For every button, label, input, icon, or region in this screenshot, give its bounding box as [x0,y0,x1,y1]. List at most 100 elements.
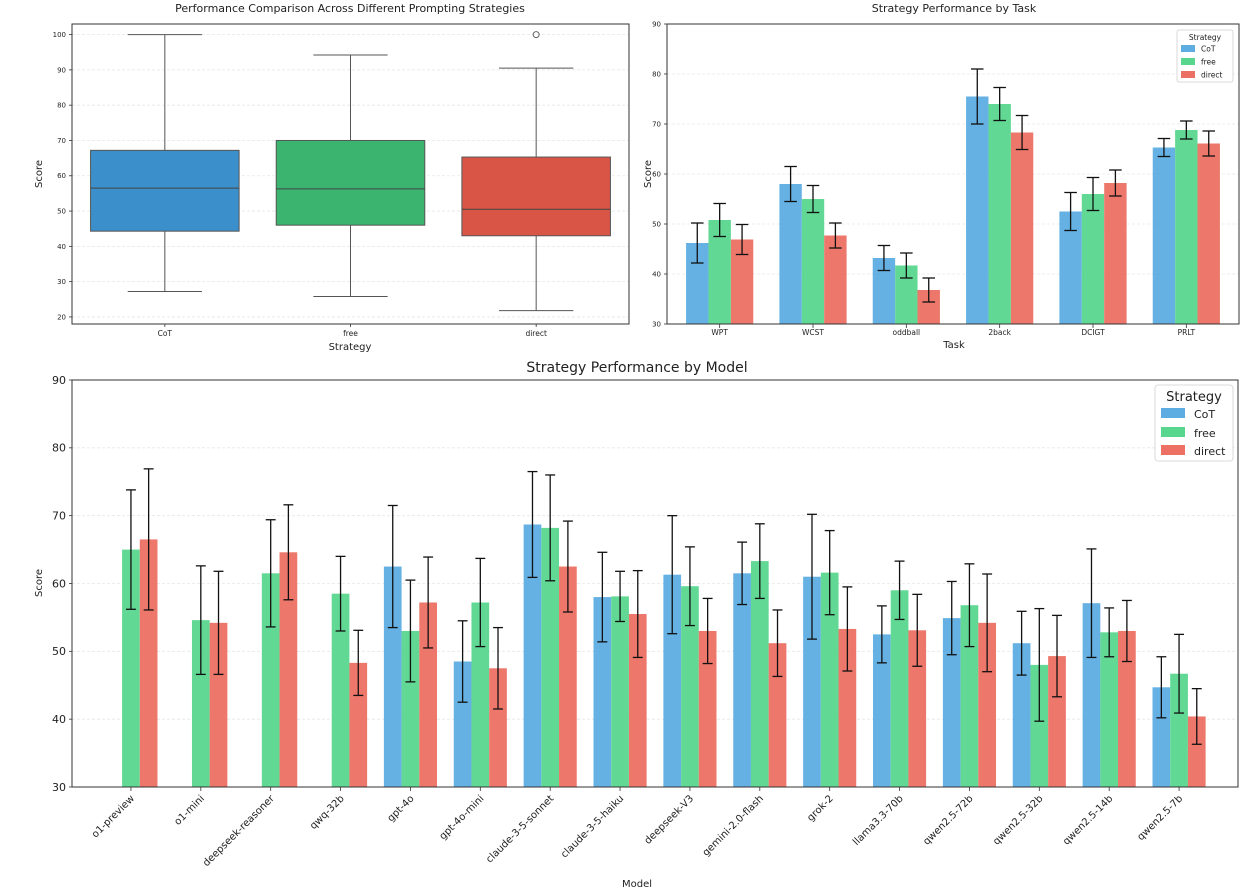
x-tick-label-gpt-4o: gpt-4o [386,793,417,824]
bar-prlt-direct [1197,143,1220,324]
box-direct-outlier [532,31,540,39]
task-legend-label-free: free [1201,58,1216,67]
model-legend-label-free: free [1194,427,1216,440]
bar-2back-cot [966,96,989,324]
x-tick-label-grok-2: grok-2 [805,793,835,823]
model-bar-panel: Strategy Performance by Model 30 40 50 60 70… [34,360,1239,890]
box-direct-iqr [461,156,611,237]
bar-o1-preview-direct [139,539,158,787]
box-plot-title: Performance Comparison Across Different … [175,2,525,15]
bar-qwen2-5-72b-free [960,605,979,787]
bar-wcst-direct [824,235,847,324]
y-tick-label: 70 [52,510,66,523]
y-tick-label: 90 [652,20,661,28]
bar-claude-3-5-haiku-free [611,596,629,787]
model-chart-frame [71,379,1239,788]
bar-o1-mini-direct [209,622,228,787]
bar-gemini-2-0-flash-direct [768,643,787,787]
bar-gpt-4o-free [401,630,420,787]
y-tick-label: 60 [652,170,661,178]
bar-deepseek-v3-direct [698,630,717,787]
task-legend-label-direct: direct [1201,71,1223,80]
x-tick-label-2back: 2back [988,328,1011,337]
bar-llama3-3-70b-free [890,590,909,787]
task-legend-label-cot: CoT [1201,45,1216,54]
y-tick-label: 100 [53,31,66,39]
x-tick-label-direct: direct [525,329,547,338]
task-chart-bars [686,68,1220,324]
x-tick-label-cot: CoT [158,329,173,338]
y-tick-label: 20 [57,313,66,321]
model-chart-x-label: Model [622,879,652,890]
box-plot-frame [71,23,630,325]
x-tick-label-deepseek-v3: deepseek-V3 [643,793,696,846]
bar-wcst-free [801,199,825,324]
bar-grok-2-free [820,572,839,787]
model-legend-label-cot: CoT [1194,408,1215,421]
y-tick-label: 60 [52,577,66,590]
bar-deepseek-reasoner-direct [279,552,298,787]
bar-gpt-4o-mini-direct [489,668,507,787]
box-cot-iqr [90,149,240,232]
x-tick-label-qwen2-5-32b: qwen2.5-32b [991,793,1045,847]
y-tick-label: 50 [52,645,66,658]
bar-grok-2-direct [838,628,857,787]
y-tick-label: 80 [652,70,661,78]
x-tick-label-claude-3-5-haiku: claude-3-5-haiku [559,793,626,860]
bar-qwen2-5-7b-direct [1187,716,1206,787]
y-tick-label: 60 [57,172,66,180]
box-plot-x-ticks: CoT free direct [158,324,547,338]
x-tick-label-wpt: WPT [711,328,728,337]
bar-gpt-4o-cot [383,566,402,787]
model-legend-swatch-direct [1161,445,1185,455]
task-chart-y-ticks: 30 40 50 60 70 80 90 [652,20,667,328]
model-chart-y-ticks: 30 40 50 60 70 80 90 [52,374,72,794]
bar-2back-free [988,104,1011,324]
bar-qwen2-5-32b-cot [1012,643,1031,787]
model-legend-swatch-free [1161,427,1185,437]
task-chart-x-label: Task [942,340,965,351]
x-tick-label-oddball: oddball [893,328,921,337]
task-chart-title: Strategy Performance by Task [872,2,1037,15]
x-tick-label-prlt: PRLT [1178,328,1196,337]
y-tick-label: 40 [52,713,66,726]
bar-gpt-4o-mini-cot [453,661,472,787]
bar-prlt-free [1175,130,1198,324]
y-tick-label: 70 [57,137,66,145]
bar-gpt-4o-mini-free [471,602,490,787]
model-legend-title: Strategy [1166,390,1222,405]
bar-wcst-cot [779,184,802,324]
bar-gpt-4o-direct [419,602,437,787]
bar-wpt-direct [730,239,754,324]
x-tick-label-wcst: WCST [802,328,824,337]
bar-oddball-free [895,265,918,324]
bar-qwen2-5-72b-cot [942,618,961,787]
y-tick-label: 50 [652,220,661,228]
y-tick-label: 30 [57,278,66,286]
y-tick-label: 70 [652,120,661,128]
y-tick-label: 50 [57,208,66,216]
bar-qwen2-5-14b-cot [1082,603,1101,787]
y-tick-label: 80 [57,102,66,110]
bar-qwq-32b-free [331,593,350,787]
model-chart-y-label: Score [34,569,45,597]
bar-qwq-32b-direct [349,662,368,787]
model-legend-label-direct: direct [1194,445,1226,458]
y-tick-label: 40 [57,243,66,251]
task-legend-swatch-free [1181,58,1195,65]
x-tick-label-qwen2-5-7b: qwen2.5-7b [1136,793,1186,843]
box-plot-x-label: Strategy [329,342,372,353]
task-chart-y-label: Score [643,160,654,188]
x-tick-label-qwq-32b: qwq-32b [308,793,347,832]
box-plot-panel: Performance Comparison Across Different … [34,2,630,353]
bar-o1-mini-free [191,620,210,787]
bar-oddball-direct [917,290,940,324]
x-tick-label-gpt-4o-mini: gpt-4o-mini [438,793,487,842]
bar-deepseek-v3-free [681,586,699,787]
y-tick-label: 90 [57,66,66,74]
x-tick-label-o1-preview: o1-preview [90,793,137,840]
box-plot-marks [90,31,611,312]
bar-qwen2-5-14b-free [1100,632,1119,787]
